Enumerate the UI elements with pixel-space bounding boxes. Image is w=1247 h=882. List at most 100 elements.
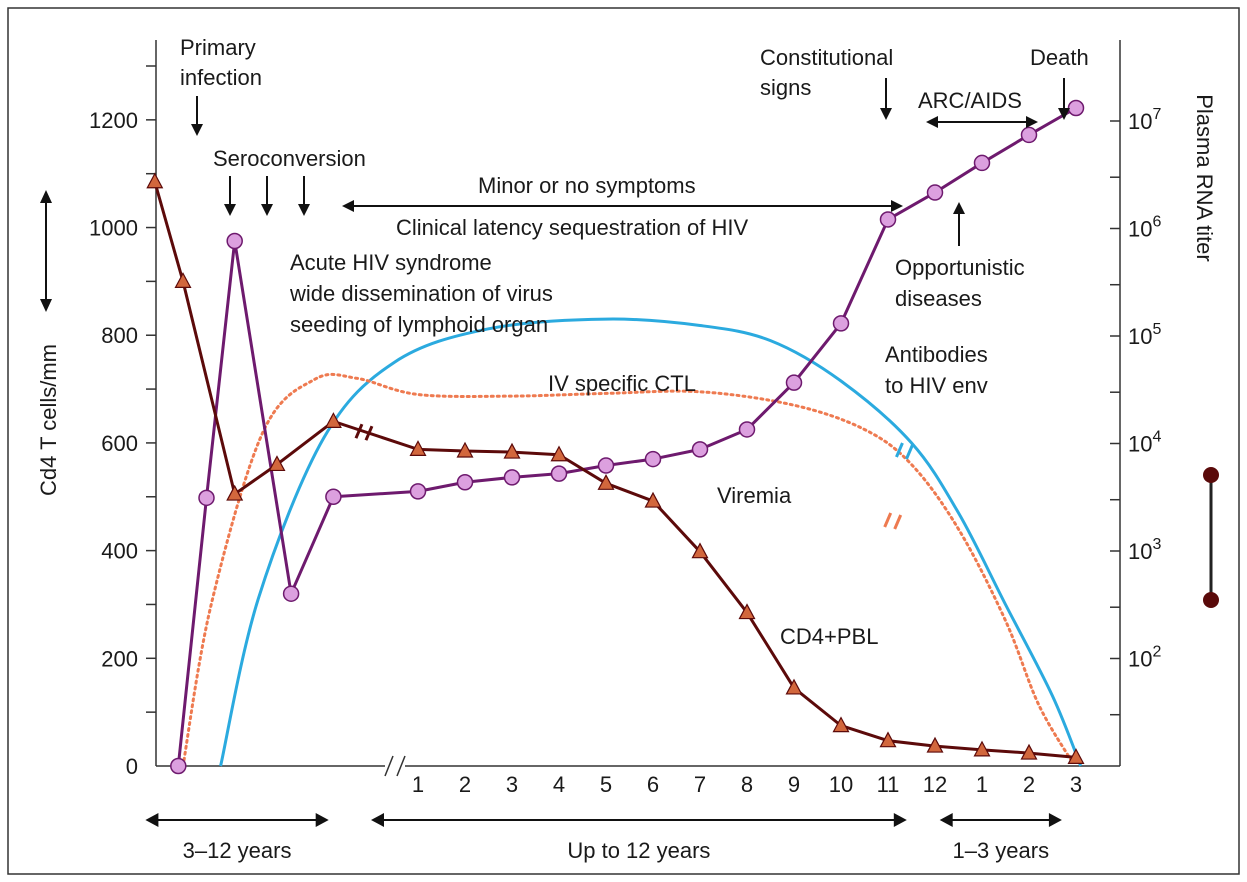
right-tick-label: 103 [1128,536,1161,564]
viremia-point [170,757,187,775]
left-tick-label: 400 [101,539,138,564]
series-line-cd4pbl [153,181,1077,759]
cd4pbl-point [738,603,756,620]
constitutional-arrow [880,78,892,120]
right-tick-label: 105 [1128,321,1161,349]
latency-double-arrow [342,200,903,212]
outer-border [7,7,1240,875]
viremia-point [1067,99,1085,117]
period-label: 3–12 years [183,838,292,863]
cd4pbl-point [268,455,286,472]
x-tick-label: 9 [788,772,800,797]
cd4pbl-point [409,440,427,456]
viremia-point [597,457,615,474]
right-tick-label: 106 [1128,214,1161,242]
arc-aids-label: ARC/AIDS [918,88,1022,113]
viremia-label: Viremia [717,483,792,508]
viremia-point [879,211,897,228]
y-axis-right-title: Plasma RNA titer [1192,94,1217,262]
viremia-point [691,441,709,458]
x-tick-label: 4 [553,772,565,797]
latency-label: Clinical latency sequestration of HIV [396,215,748,240]
viremia-point [282,585,300,602]
opportunistic-line1: Opportunistic [895,255,1025,280]
x-tick-label: 2 [459,772,471,797]
cd4-break-mark [364,425,374,441]
opportunistic-line2: diseases [895,286,982,311]
x-ticks: 1 2 3 4 5 6 7 8 9 10 11 12 1 2 3 [412,772,1082,797]
axes [155,40,1121,777]
dumbbell-marker [1203,467,1219,608]
x-tick-label: 10 [829,772,853,797]
viremia-point [198,489,215,507]
death-arrow [1058,78,1070,120]
x-tick-label: 1 [976,772,988,797]
seroconversion-arrow-3 [298,176,310,216]
markers [146,99,1085,775]
cd4pbl-point [503,442,521,459]
viremia-point [1020,126,1038,144]
seroconversion-arrow-2 [261,176,273,216]
break-marks [354,423,914,530]
period-arrow [371,813,907,827]
cd4pbl-point [550,445,568,462]
cd4pbl-point [1020,743,1038,760]
right-ticks: 102 103 104 105 106 107 [1110,106,1161,716]
antibody-break-mark [905,444,914,460]
arc-aids-double-arrow [926,116,1038,128]
primary-infection-arrow [191,96,203,136]
x-tick-label: 1 [412,772,424,797]
primary-infection-line2: infection [180,65,262,90]
cd4pbl-point [456,441,474,458]
viremia-point [785,374,803,391]
ctl-label: IV specific CTL [548,371,696,396]
left-ticks: 0 200 400 600 800 1000 1200 [89,65,156,779]
acute-line2: wide dissemination of virus [289,281,553,306]
cd4pbl-point [324,412,342,428]
period-label: 1–3 years [952,838,1049,863]
viremia-point [926,184,944,201]
antibodies-line2: to HIV env [885,373,988,398]
series-line-ctl [181,372,1073,768]
annotation-arrows [191,78,1070,246]
seroconversion-arrow-1 [224,176,236,216]
cd4pbl-point [973,740,991,757]
x-tick-label: 3 [1070,772,1082,797]
cd4pbl-point [597,474,615,490]
x-tick-label: 7 [694,772,706,797]
cd4pbl-point [832,716,850,733]
x-tick-label: 12 [923,772,947,797]
opportunistic-arrow [953,202,965,246]
series-line-viremia [176,106,1077,767]
y-axis-left-title: Cd4 T cells/mm [36,344,61,496]
annotations: Primary infection Seroconversion Acute H… [180,35,1089,649]
cd4pbl-point [785,678,803,695]
vertical-double-arrow [40,190,52,312]
left-tick-label: 800 [101,323,138,348]
period-arrows: 3–12 years Up to 12 years 1–3 years [145,813,1062,863]
ctl-break-mark [893,514,903,530]
x-tick-label: 3 [506,772,518,797]
antibodies-line1: Antibodies [885,342,988,367]
x-tick-label: 6 [647,772,659,797]
primary-infection-line1: Primary [180,35,256,60]
cd4pbl-point [691,542,709,559]
viremia-point [738,421,756,438]
x-tick-label: 11 [877,772,900,797]
viremia-point [503,469,521,486]
minor-symptoms-label: Minor or no symptoms [478,173,696,198]
x-axis-break [384,755,406,777]
right-tick-label: 107 [1128,106,1161,134]
cd4-break-mark [354,423,364,439]
death-label: Death [1030,45,1089,70]
left-tick-label: 1200 [89,108,138,133]
viremia-point [832,315,850,332]
cd4pbl-point [1067,748,1085,764]
x-tick-label: 8 [741,772,753,797]
seroconversion-label: Seroconversion [213,146,366,171]
viremia-point [226,232,243,250]
cd4pbl-point [226,484,244,501]
left-tick-label: 1000 [89,216,138,241]
right-tick-label: 104 [1128,429,1161,457]
